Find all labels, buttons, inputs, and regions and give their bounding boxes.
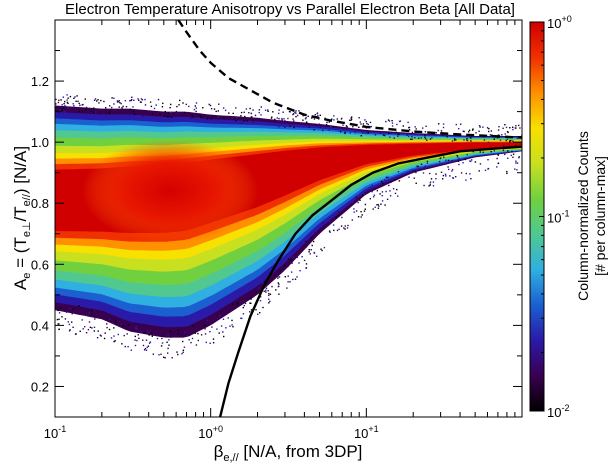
colorbar-label-line1: Column-normalized Counts	[575, 131, 591, 301]
colorbar-label-line2: [# per column-max]	[592, 156, 608, 276]
colorbar-tick-label-1: 10-1	[547, 209, 569, 226]
y-tick-label-2: 0.6	[31, 257, 49, 272]
y-tick-label-5: 1.2	[31, 74, 49, 89]
y-label-sub2: e⊥	[21, 221, 33, 237]
chart-title: Electron Temperature Anisotropy vs Paral…	[65, 1, 515, 18]
y-axis-label: Ae = (Te⊥/Te//) [N/A]	[11, 146, 33, 290]
y-label-slash: /T	[11, 206, 30, 221]
colorbar-tick-label-2: 10-2	[547, 403, 569, 420]
plot-frame	[54, 19, 523, 418]
y-tick-label-0: 0.2	[31, 379, 49, 394]
series-1-solid-curve	[218, 145, 522, 417]
plot-area	[55, 20, 522, 417]
x-tick-label-1: 10+0	[198, 424, 223, 441]
y-label-rest: ) [N/A]	[11, 146, 30, 194]
y-tick-label-1: 0.4	[31, 318, 49, 333]
x-tick-label-2: 10+1	[354, 424, 379, 441]
x-label-beta: β	[214, 442, 224, 461]
density-heatmap	[55, 105, 522, 338]
x-label-sub: e,//	[223, 452, 239, 464]
x-label-rest: [N/A, from 3DP]	[239, 442, 363, 461]
y-label-a: A	[11, 278, 30, 290]
colorbar-ticks: 10+0 10-1 10-2	[539, 14, 572, 420]
y-label-sub1: e	[21, 273, 33, 279]
x-tick-label-0: 10-1	[44, 424, 66, 441]
y-label-sub3: e//	[21, 193, 33, 206]
y-label-mid: = (T	[11, 237, 30, 272]
x-axis-label: βe,// [N/A, from 3DP]	[214, 442, 363, 464]
density-core	[82, 139, 259, 244]
y-axis: 0.2 0.4 0.6 0.8 1.0 1.2	[31, 19, 522, 418]
y-tick-label-4: 1.0	[31, 135, 49, 150]
y-tick-label-3: 0.8	[31, 196, 49, 211]
threshold-curves	[177, 20, 522, 417]
x-axis: 10-1 10+0 10+1	[44, 20, 516, 441]
colorbar-tick-label-0: 10+0	[547, 14, 572, 31]
